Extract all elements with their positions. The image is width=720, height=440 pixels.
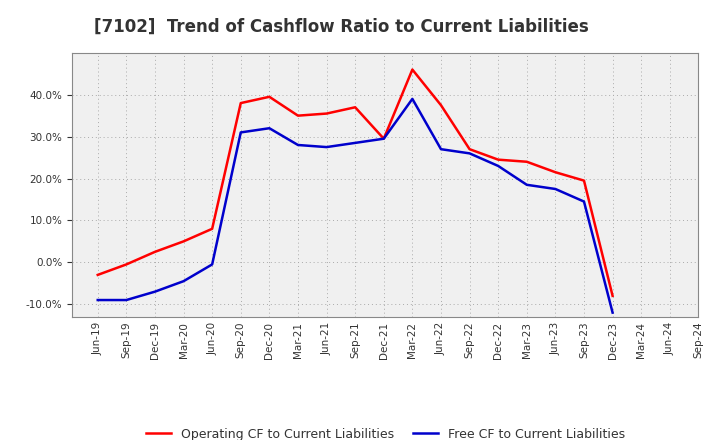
- Operating CF to Current Liabilities: [150, 249, 159, 254]
- Operating CF to Current Liabilities: [265, 94, 274, 99]
- Operating CF to Current Liabilities: [408, 67, 417, 72]
- Free CF to Current Liabilities: [551, 187, 559, 192]
- Legend: Operating CF to Current Liabilities, Free CF to Current Liabilities: Operating CF to Current Liabilities, Fre…: [140, 423, 630, 440]
- Operating CF to Current Liabilities: [94, 272, 102, 278]
- Free CF to Current Liabilities: [494, 163, 503, 169]
- Free CF to Current Liabilities: [294, 143, 302, 148]
- Operating CF to Current Liabilities: [236, 100, 245, 106]
- Operating CF to Current Liabilities: [465, 147, 474, 152]
- Free CF to Current Liabilities: [351, 140, 359, 146]
- Free CF to Current Liabilities: [208, 262, 217, 267]
- Free CF to Current Liabilities: [236, 130, 245, 135]
- Free CF to Current Liabilities: [94, 297, 102, 303]
- Line: Operating CF to Current Liabilities: Operating CF to Current Liabilities: [98, 70, 613, 296]
- Free CF to Current Liabilities: [408, 96, 417, 102]
- Operating CF to Current Liabilities: [122, 262, 130, 267]
- Free CF to Current Liabilities: [265, 125, 274, 131]
- Operating CF to Current Liabilities: [179, 239, 188, 244]
- Text: [7102]  Trend of Cashflow Ratio to Current Liabilities: [7102] Trend of Cashflow Ratio to Curren…: [94, 18, 588, 36]
- Operating CF to Current Liabilities: [436, 103, 445, 108]
- Free CF to Current Liabilities: [379, 136, 388, 141]
- Free CF to Current Liabilities: [580, 199, 588, 204]
- Operating CF to Current Liabilities: [323, 111, 331, 116]
- Free CF to Current Liabilities: [465, 151, 474, 156]
- Free CF to Current Liabilities: [122, 297, 130, 303]
- Free CF to Current Liabilities: [179, 279, 188, 284]
- Free CF to Current Liabilities: [436, 147, 445, 152]
- Operating CF to Current Liabilities: [294, 113, 302, 118]
- Free CF to Current Liabilities: [523, 182, 531, 187]
- Operating CF to Current Liabilities: [351, 105, 359, 110]
- Operating CF to Current Liabilities: [494, 157, 503, 162]
- Operating CF to Current Liabilities: [608, 293, 617, 298]
- Free CF to Current Liabilities: [323, 144, 331, 150]
- Operating CF to Current Liabilities: [551, 169, 559, 175]
- Free CF to Current Liabilities: [150, 289, 159, 294]
- Operating CF to Current Liabilities: [580, 178, 588, 183]
- Free CF to Current Liabilities: [608, 310, 617, 315]
- Operating CF to Current Liabilities: [208, 226, 217, 231]
- Operating CF to Current Liabilities: [379, 136, 388, 141]
- Operating CF to Current Liabilities: [523, 159, 531, 165]
- Line: Free CF to Current Liabilities: Free CF to Current Liabilities: [98, 99, 613, 312]
